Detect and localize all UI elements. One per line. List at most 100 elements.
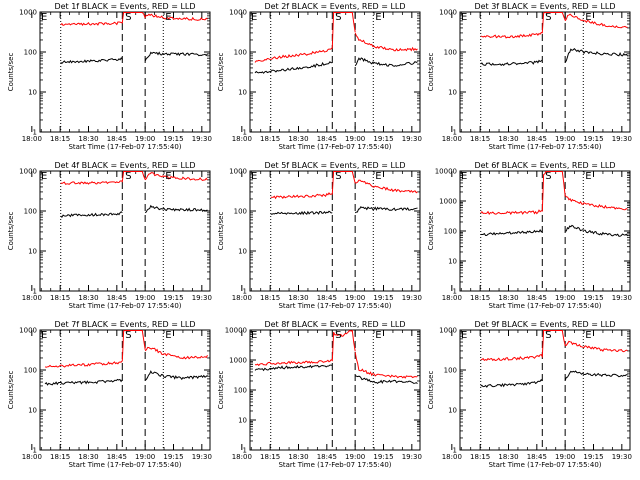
- x-tick-label: 18:15: [260, 294, 280, 302]
- detector-lightcurve-figure: Det 1f BLACK = Events, RED = LLDCounts/s…: [0, 0, 640, 480]
- y-tick-label: 1000: [229, 9, 247, 17]
- series-lld-segment-2: [565, 14, 627, 28]
- y-tick-label: 100: [444, 228, 457, 236]
- x-tick-label: 19:00: [345, 453, 365, 461]
- y-axis-label: Counts/sec: [427, 53, 435, 92]
- x-tick-label: 18:00: [22, 453, 42, 461]
- marker-label-e: E: [41, 330, 47, 341]
- x-tick-label: 18:30: [498, 294, 518, 302]
- y-tick-label: 1000: [19, 9, 37, 17]
- panel-det-5: Det 5f BLACK = Events, RED = LLD Counts/s…: [217, 161, 422, 310]
- y-tick-label: 100: [444, 49, 457, 57]
- y-tick-label: 1000: [229, 357, 247, 365]
- panel-det-9: Det 9f BLACK = Events, RED = LLDCounts/s…: [427, 320, 632, 469]
- y-tick-label: 10: [238, 89, 247, 97]
- x-tick-label: 18:30: [78, 294, 98, 302]
- x-axis-label: Start Time (17-Feb-07 17:55:40): [278, 302, 391, 310]
- marker-label-s: S: [125, 12, 131, 23]
- series-events-segment-1: [255, 62, 332, 73]
- y-axis-label: Counts/sec: [7, 53, 15, 92]
- y-tick-label: 10: [448, 407, 457, 415]
- panel-title: Det 3f BLACK = Events, RED = LLD: [474, 2, 615, 11]
- marker-label-e: E: [461, 12, 467, 23]
- axes-frame: [40, 171, 210, 291]
- series-lld-segment-2: [355, 33, 417, 51]
- x-tick-label: 19:30: [192, 294, 212, 302]
- y-tick-label: 100: [234, 208, 247, 216]
- y-tick-label: 1000: [439, 9, 457, 17]
- series-events-segment-2: [565, 225, 627, 236]
- marker-label-e: E: [585, 171, 591, 182]
- x-tick-label: 19:15: [373, 453, 393, 461]
- marker-label-e: E: [585, 330, 591, 341]
- y-axis-label: Counts/sec: [217, 212, 225, 251]
- marker-label-e: E: [461, 330, 467, 341]
- x-tick-label: 19:15: [583, 294, 603, 302]
- x-tick-label: 19:30: [612, 294, 632, 302]
- series-lld-segment-1: [271, 172, 356, 199]
- x-tick-label: 18:15: [470, 135, 490, 143]
- axes-frame: [460, 171, 630, 291]
- x-tick-label: 18:00: [232, 453, 252, 461]
- series-lld-segment-2: [355, 352, 417, 378]
- panel-title: Det 8f BLACK = Events, RED = LLD: [264, 320, 405, 329]
- marker-label-s: S: [545, 171, 551, 182]
- series-events-segment-2: [355, 207, 417, 213]
- y-tick-label: 1000: [439, 198, 457, 206]
- y-tick-label: 10: [448, 89, 457, 97]
- marker-label-s: S: [545, 330, 551, 341]
- x-tick-label: 19:30: [402, 294, 422, 302]
- marker-label-s: S: [335, 330, 341, 341]
- x-tick-label: 18:30: [78, 135, 98, 143]
- x-tick-label: 19:00: [135, 294, 155, 302]
- x-tick-label: 19:00: [345, 294, 365, 302]
- x-tick-label: 19:15: [163, 135, 183, 143]
- x-tick-label: 18:30: [288, 294, 308, 302]
- y-tick-label: 100: [24, 367, 37, 375]
- y-tick-label: 10: [238, 417, 247, 425]
- y-tick-label: 1000: [439, 327, 457, 335]
- x-axis-label: Start Time (17-Feb-07 17:55:40): [278, 461, 391, 469]
- marker-label-s: S: [335, 171, 341, 182]
- marker-label-e: E: [251, 171, 257, 182]
- y-tick-label: 100: [24, 49, 37, 57]
- series-lld-segment-2: [565, 341, 627, 351]
- x-tick-label: 18:45: [107, 453, 127, 461]
- panel-det-6: Det 6f BLACK = Events, RED = LLDCounts/s…: [427, 161, 632, 310]
- y-tick-label: 10: [28, 248, 37, 256]
- x-tick-label: 18:00: [232, 294, 252, 302]
- series-events-segment-1: [255, 365, 332, 370]
- x-tick-label: 18:30: [288, 453, 308, 461]
- y-tick-label: 100: [444, 367, 457, 375]
- y-tick-label: 100: [24, 208, 37, 216]
- marker-label-s: S: [125, 171, 131, 182]
- marker-label-e: E: [41, 171, 47, 182]
- y-tick-label: 1000: [19, 168, 37, 176]
- x-tick-label: 19:30: [192, 453, 212, 461]
- series-events-segment-1: [481, 380, 543, 387]
- y-tick-label: 10000: [435, 168, 457, 176]
- panel-det-7: Det 7f BLACK = Events, RED = LLDCounts/s…: [7, 320, 212, 469]
- x-tick-label: 18:00: [442, 453, 462, 461]
- panel-title: Det 7f BLACK = Events, RED = LLD: [54, 320, 195, 329]
- x-tick-label: 18:45: [317, 135, 337, 143]
- series-events-segment-2: [565, 49, 627, 63]
- x-tick-label: 18:45: [317, 453, 337, 461]
- x-tick-label: 19:15: [583, 453, 603, 461]
- series-events-segment-2: [145, 371, 207, 380]
- series-lld-segment-1: [61, 172, 146, 185]
- panel-title: Det 6f BLACK = Events, RED = LLD: [474, 161, 615, 170]
- axes-frame: [460, 12, 630, 132]
- x-tick-label: 18:15: [50, 453, 70, 461]
- x-tick-label: 19:15: [583, 135, 603, 143]
- x-tick-label: 18:45: [107, 135, 127, 143]
- y-axis-label: Counts/sec: [427, 371, 435, 410]
- x-tick-label: 19:00: [555, 453, 575, 461]
- x-axis-label: Start Time (17-Feb-07 17:55:40): [488, 143, 601, 151]
- y-tick-label: 100: [234, 49, 247, 57]
- x-axis-label: Start Time (17-Feb-07 17:55:40): [68, 302, 181, 310]
- panel-det-3: Det 3f BLACK = Events, RED = LLD Counts/s…: [427, 2, 632, 151]
- marker-label-e: E: [461, 171, 467, 182]
- marker-label-e: E: [165, 12, 171, 23]
- panel-title: Det 5f BLACK = Events, RED = LLD: [264, 161, 405, 170]
